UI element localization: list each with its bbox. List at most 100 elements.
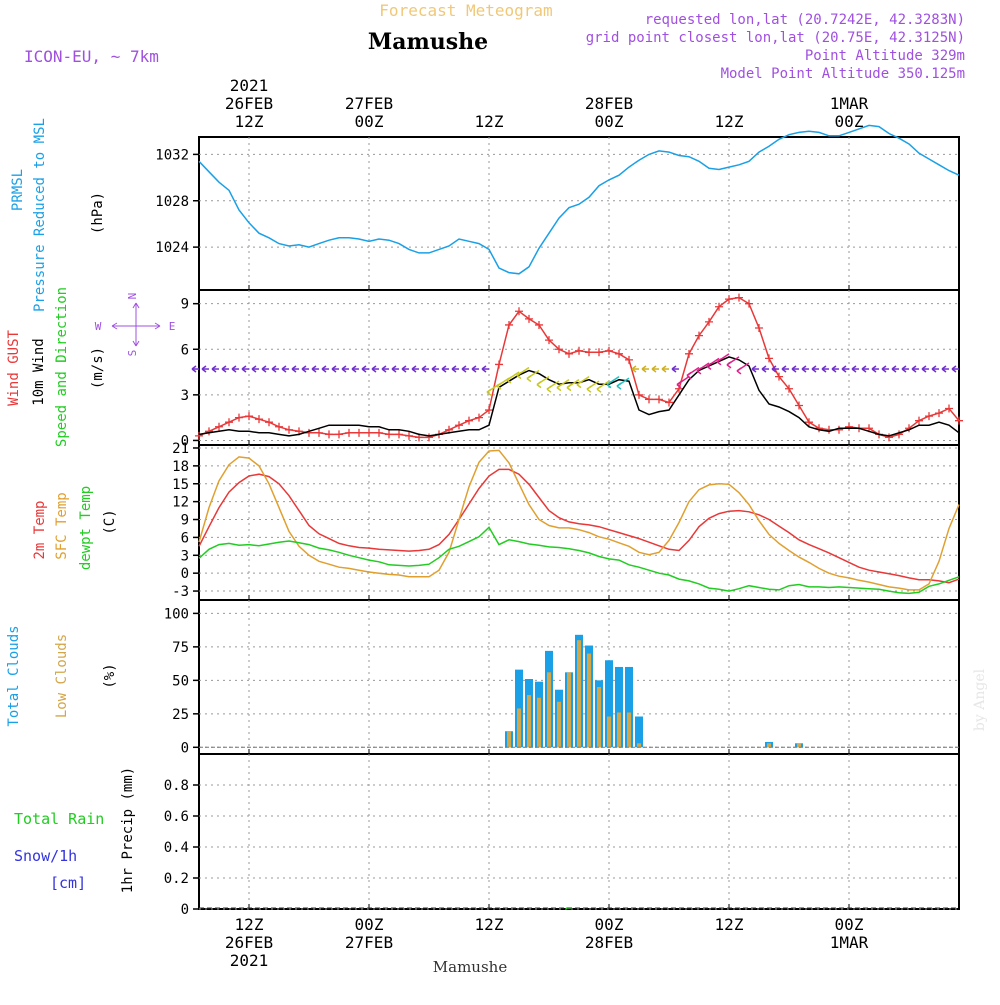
wind-direction-arrowhead <box>496 382 502 390</box>
gust-marker <box>375 428 383 437</box>
rain-legend: Total Rain <box>14 810 104 828</box>
requested-coords: requested lon,lat (20.7242E, 42.3283N) <box>645 12 965 28</box>
total-cloud-bar <box>635 716 643 748</box>
gust-marker <box>765 354 773 363</box>
wind-direction-arrowhead <box>706 362 712 370</box>
pressure-ytick-label: 1028 <box>155 194 189 210</box>
low-cloud-bar <box>597 687 601 748</box>
wind-direction-arrowhead <box>191 365 197 373</box>
gust-marker <box>725 295 733 304</box>
wind-label-gust: Wind GUST <box>6 330 22 406</box>
wind-direction-arrowhead <box>641 365 647 373</box>
bottom-time-label: 00Z <box>595 915 624 934</box>
wind-direction-arrowhead <box>331 365 337 373</box>
wind-direction-arrowhead <box>841 365 847 373</box>
temp-label-sfc: SFC Temp <box>54 492 70 559</box>
wind-direction-arrowhead <box>791 365 797 373</box>
clouds-label-low: Low Clouds <box>54 634 70 718</box>
gust-marker <box>785 384 793 393</box>
compass-rose <box>111 302 161 347</box>
gust-marker <box>455 421 463 430</box>
gust-marker <box>795 401 803 410</box>
wind-label-speed: Speed and Direction <box>54 287 70 447</box>
gust-marker <box>915 416 923 425</box>
compass-north: N <box>126 293 139 300</box>
wind-direction-arrowhead <box>271 365 277 373</box>
gust-marker <box>625 355 633 364</box>
precip-ytick-label: 0 <box>181 902 189 918</box>
clouds-ytick-label: 0 <box>181 740 189 756</box>
wind-direction-arrowhead <box>606 381 612 389</box>
gust-marker <box>705 317 713 326</box>
wind-direction-arrowhead <box>891 365 897 373</box>
wind-direction-arrowhead <box>686 371 692 380</box>
top-time-label: 12Z <box>715 112 744 131</box>
wind-direction-arrowhead <box>431 365 437 373</box>
compass-south: S <box>126 350 139 357</box>
bottom-time-label: 12Z <box>475 915 504 934</box>
clouds-ytick-label: 25 <box>172 707 189 723</box>
gust-marker <box>715 302 723 311</box>
wind-direction-arrowhead <box>291 365 297 373</box>
gust-marker <box>555 345 563 354</box>
low-cloud-bar <box>517 708 521 748</box>
temp-label-2m: 2m Temp <box>32 500 48 559</box>
low-cloud-bar <box>587 653 591 748</box>
low-cloud-bar <box>547 672 551 748</box>
gust-marker <box>475 413 483 422</box>
wind-direction-arrowhead <box>661 365 667 373</box>
gust-marker <box>575 346 583 355</box>
temperature-ytick-label: 15 <box>172 477 189 493</box>
bottom-time-label: 00Z <box>835 915 864 934</box>
gust-marker <box>735 293 743 302</box>
gust-marker <box>585 348 593 357</box>
wind-direction-arrowhead <box>761 365 767 373</box>
low-cloud-bar <box>577 640 581 748</box>
gust-marker <box>695 331 703 340</box>
wind-direction-arrowhead <box>451 365 457 373</box>
wind-direction-arrowhead <box>781 365 787 373</box>
bottom-time-label: 2021 <box>230 951 269 970</box>
low-cloud-bar <box>627 712 631 748</box>
top-time-label: 1MAR <box>830 94 869 113</box>
low-cloud-bar <box>507 731 511 748</box>
gust-marker <box>325 430 333 439</box>
gust-marker <box>285 425 293 434</box>
bottom-time-label: 12Z <box>235 915 264 934</box>
low-cloud-bar <box>767 743 771 748</box>
wind-direction-arrowhead <box>411 365 417 373</box>
gust-marker <box>925 412 933 421</box>
wind-direction-arrowhead <box>861 365 867 373</box>
wind-direction-arrowhead <box>881 365 887 373</box>
gust-marker <box>505 320 513 329</box>
temperature-ytick-label: 0 <box>181 566 189 582</box>
gust-marker <box>685 349 693 358</box>
total-cloud-bar <box>625 666 633 748</box>
wind-direction-arrowhead <box>556 384 562 392</box>
precip-panel: 0 0.2 0.4 0.6 0.8 <box>164 753 960 918</box>
wind-direction-arrowhead <box>851 365 857 373</box>
wind-direction-arrowhead <box>421 365 427 373</box>
low-cloud-bar <box>557 701 561 748</box>
temperature-sfc-temp-line <box>198 449 960 591</box>
precip-frame <box>198 753 960 910</box>
gust-marker <box>885 433 893 442</box>
gust-marker <box>805 418 813 427</box>
model-altitude: Model Point Altitude 350.125m <box>721 66 965 82</box>
temperature-ytick-label: 18 <box>172 459 189 475</box>
low-cloud-bar <box>567 672 571 748</box>
low-cloud-bar <box>797 743 801 748</box>
wind-direction-arrowhead <box>751 365 757 373</box>
total-cloud-bar <box>615 666 623 748</box>
gust-marker <box>615 349 623 358</box>
wind-direction-arrowhead <box>301 365 307 373</box>
gust-marker <box>545 336 553 345</box>
top-time-label: 12Z <box>235 112 264 131</box>
low-cloud-bar <box>537 697 541 748</box>
bottom-time-label: 12Z <box>715 915 744 934</box>
gust-marker <box>655 395 663 404</box>
wind-label-10m: 10m Wind <box>31 338 47 405</box>
gust-marker <box>195 431 203 440</box>
